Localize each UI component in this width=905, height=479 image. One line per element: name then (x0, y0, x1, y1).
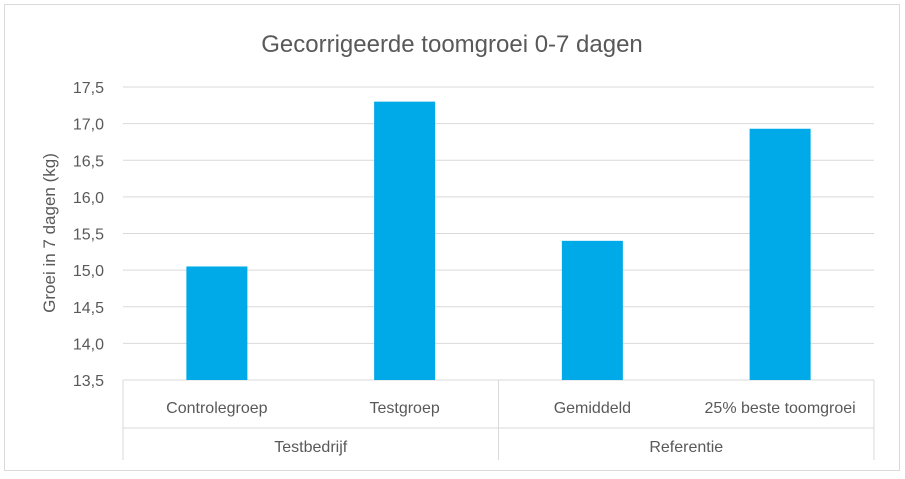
y-tick-label: 16,5 (73, 153, 104, 170)
y-tick-label: 15,0 (73, 263, 104, 280)
bar (374, 101, 436, 381)
group-label: Testbedrijf (274, 439, 347, 456)
y-tick-label: 17,0 (73, 117, 104, 134)
bar (561, 240, 623, 380)
y-tick-label: 17,5 (73, 80, 104, 97)
y-tick-label: 13,5 (73, 373, 104, 390)
y-tick-labels: 13,5 14,0 14,5 15,0 15,5 16,0 16,5 17,0 17,5 (73, 80, 104, 390)
bars (186, 101, 811, 381)
x-tick-label: Testgroep (369, 400, 439, 417)
x-tick-label: Gemiddeld (554, 400, 631, 417)
y-tick-label: 15,5 (73, 227, 104, 244)
y-tick-label: 14,0 (73, 336, 104, 353)
x-tick-label: Controlegroep (166, 400, 268, 417)
chart-title: Gecorrigeerde toomgroei 0-7 dagen (261, 31, 643, 58)
gridlines (123, 86, 874, 381)
bar (749, 128, 811, 380)
y-axis-label: Groei in 7 dagen (kg) (40, 153, 59, 313)
y-tick-label: 14,5 (73, 300, 104, 317)
group-label: Referentie (649, 439, 723, 456)
y-tick-label: 16,0 (73, 190, 104, 207)
x-tick-label: 25% beste toomgroei (705, 400, 856, 417)
x-axis: Controlegroep Testgroep Gemiddeld 25% beste… (122, 380, 875, 460)
bar (186, 266, 248, 380)
